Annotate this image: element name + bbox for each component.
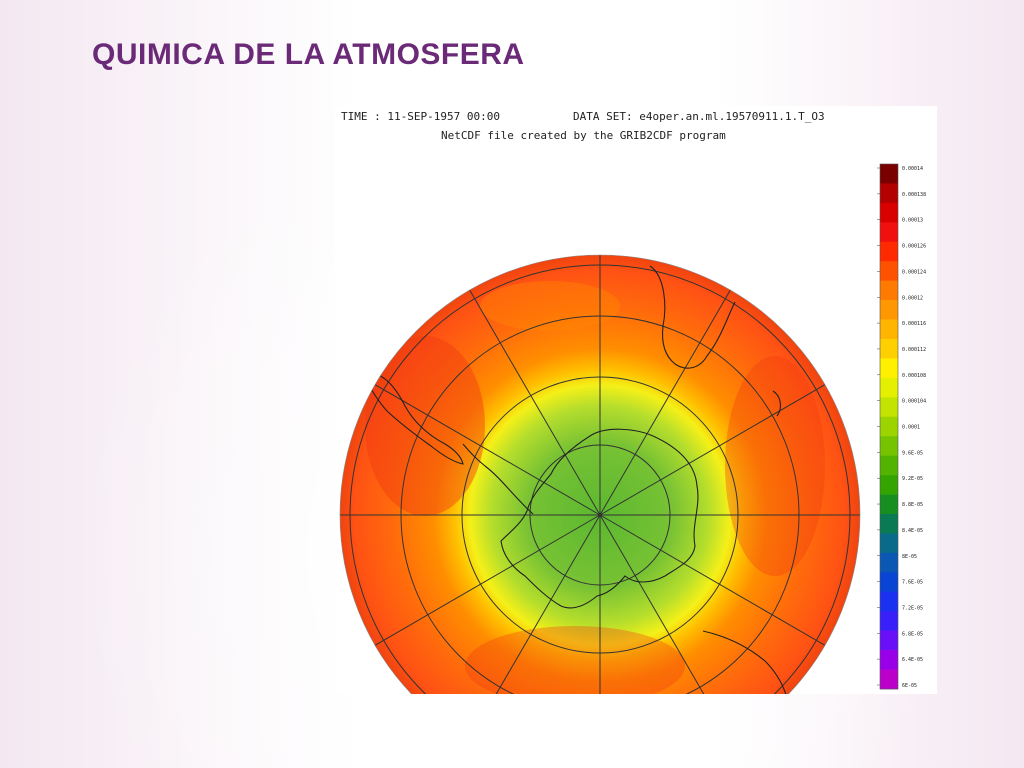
dataset-label: DATA SET: e4oper.an.ml.19570911.1.T_O3 xyxy=(573,110,825,123)
high-ozone-patch xyxy=(725,356,825,576)
colorbar: 0.00014 0.000138 0.00013 0.000126 0.000124 0.… xyxy=(877,163,926,690)
colorbar-tick-label: 8E-05 xyxy=(902,554,917,560)
colorbar-swatch xyxy=(880,261,898,281)
colorbar-swatch xyxy=(880,514,898,534)
colorbar-swatch xyxy=(880,397,898,418)
madagascar-coastline xyxy=(772,390,782,417)
colorbar-tick-label: 9.6E-05 xyxy=(902,450,923,456)
figure-header: TIME : 11-SEP-1957 00:00 DATA SET: e4ope… xyxy=(335,106,937,146)
high-ozone-patch xyxy=(365,336,485,516)
figure-subtitle: NetCDF file created by the GRIB2CDF prog… xyxy=(441,129,726,142)
colorbar-swatch xyxy=(880,319,898,340)
colorbar-tick-label: 0.000124 xyxy=(902,269,926,275)
colorbar-swatch xyxy=(880,377,898,398)
ozone-map-figure: 0.00014 0.000138 0.00013 0.000126 0.000124 0.… xyxy=(335,106,937,694)
colorbar-swatch xyxy=(880,611,898,631)
colorbar-tick-label: 8.4E-05 xyxy=(902,528,923,534)
colorbar-swatch xyxy=(880,300,898,320)
colorbar-tick-label: 6.4E-05 xyxy=(902,657,923,663)
colorbar-tick-label: 7.2E-05 xyxy=(902,605,923,611)
time-label: TIME : 11-SEP-1957 00:00 xyxy=(341,110,500,123)
colorbar-swatch xyxy=(880,416,898,437)
colorbar-swatch xyxy=(880,455,898,476)
colorbar-swatch xyxy=(880,280,898,301)
globe xyxy=(340,255,860,694)
colorbar-swatch xyxy=(880,475,898,495)
colorbar-tick-label: 8.8E-05 xyxy=(902,502,923,508)
colorbar-swatch xyxy=(880,436,898,456)
colorbar-swatch xyxy=(880,494,898,515)
graticule xyxy=(340,255,860,694)
colorbar-swatch xyxy=(880,650,898,670)
colorbar-swatch xyxy=(880,164,898,184)
colorbar-swatch xyxy=(880,222,898,243)
slide-title: QUIMICA DE LA ATMOSFERA xyxy=(92,38,525,71)
colorbar-tick-label: 0.000108 xyxy=(902,373,926,379)
africa-coastline xyxy=(649,265,736,369)
antarctic-peninsula xyxy=(462,443,534,515)
globe-outline xyxy=(339,254,861,694)
colorbar-swatch xyxy=(880,339,898,359)
colorbar-tick-label: 0.000138 xyxy=(902,192,926,198)
colorbar-tick-label: 0.000112 xyxy=(902,347,926,353)
colorbar-swatch xyxy=(880,358,898,379)
colorbar-swatch xyxy=(880,202,898,223)
colorbar-swatch xyxy=(880,669,898,690)
colorbar-tick-label: 0.00012 xyxy=(902,295,923,301)
ozone-map-svg: 0.00014 0.000138 0.00013 0.000126 0.000124 0.… xyxy=(339,163,926,694)
colorbar-swatch xyxy=(880,183,898,204)
australia-coastline xyxy=(702,630,788,694)
south-america-coastline xyxy=(364,373,464,465)
colorbar-tick-label: 6E-05 xyxy=(902,683,917,689)
colorbar-swatch xyxy=(880,533,898,554)
colorbar-tick-label: 0.000116 xyxy=(902,321,926,327)
colorbar-swatch xyxy=(880,630,898,651)
coastlines xyxy=(364,265,788,694)
antarctica-coastline xyxy=(500,428,699,609)
colorbar-tick-label: 0.00014 xyxy=(902,166,923,172)
colorbar-tick-label: 9.2E-05 xyxy=(902,476,923,482)
colorbar-swatch xyxy=(880,591,898,612)
colorbar-tick-label: 6.8E-05 xyxy=(902,631,923,637)
colorbar-swatch xyxy=(880,552,898,573)
colorbar-tick-label: 0.000126 xyxy=(902,244,926,250)
colorbar-tick-label: 7.6E-05 xyxy=(902,580,923,586)
colorbar-tick-label: 0.0001 xyxy=(902,425,920,431)
high-ozone-patch xyxy=(465,626,685,694)
colorbar-swatch xyxy=(880,572,898,593)
colorbar-tick-label: 0.00013 xyxy=(902,218,923,224)
high-ozone-patch xyxy=(480,281,620,331)
colorbar-tick-label: 0.000104 xyxy=(902,399,926,405)
colorbar-swatch xyxy=(880,241,898,262)
